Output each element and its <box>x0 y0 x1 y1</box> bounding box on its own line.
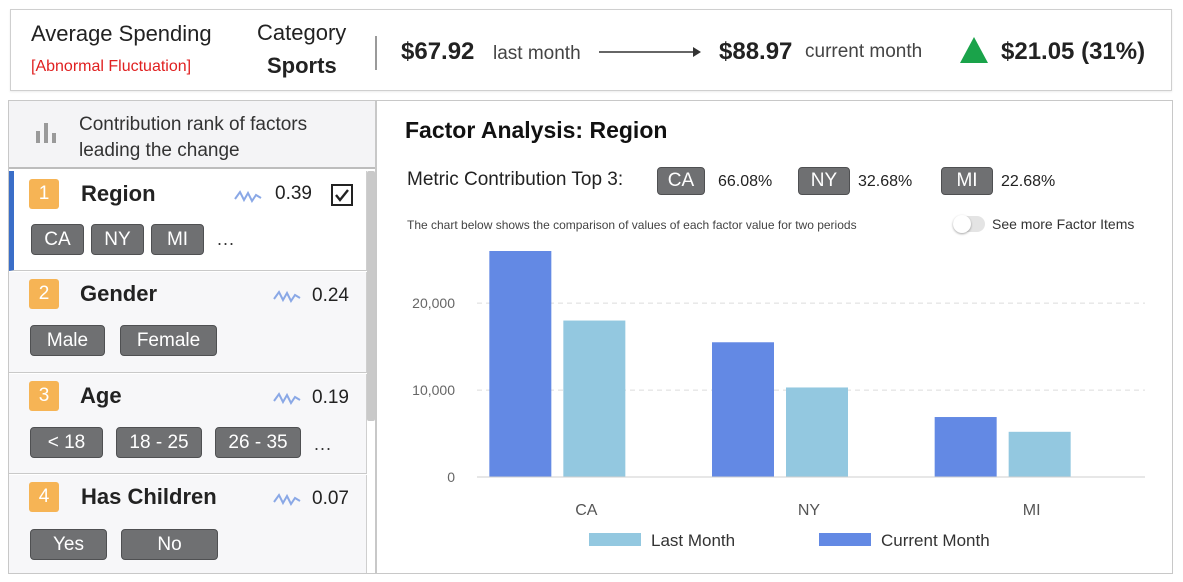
factor-item-age[interactable]: 3 Age 0.19 < 18 18 - 25 26 - 35 ... <box>9 374 367 474</box>
contribution-label: Metric Contribution Top 3: <box>407 169 624 190</box>
bar-ny-last-month <box>786 387 848 477</box>
panel-scrollbar[interactable] <box>367 171 375 421</box>
factor-score: 0.19 <box>312 387 349 408</box>
legend-swatch <box>589 533 641 546</box>
chart-note: The chart below shows the comparison of … <box>407 218 857 232</box>
factor-chip[interactable]: MI <box>151 224 204 255</box>
factor-analysis-panel: Factor Analysis: Region Metric Contribut… <box>376 100 1173 574</box>
factor-item-gender[interactable]: 2 Gender 0.24 Male Female <box>9 272 367 373</box>
rank-badge: 3 <box>29 381 59 411</box>
factor-item-has-children[interactable]: 4 Has Children 0.07 Yes No <box>9 475 367 573</box>
analysis-title: Factor Analysis: Region <box>405 117 668 143</box>
legend-swatch <box>819 533 871 546</box>
factor-score: 0.07 <box>312 488 349 509</box>
factor-chip[interactable]: NY <box>91 224 144 255</box>
factor-rank-panel: Contribution rank of factors leading the… <box>8 100 376 574</box>
bar-ny-current-month <box>712 342 774 477</box>
category-label: Category <box>257 20 347 45</box>
factor-rank-header: Contribution rank of factors leading the… <box>9 101 375 169</box>
contribution-tag[interactable]: NY <box>798 167 850 195</box>
factor-item-region[interactable]: 1 Region 0.39 CA NY MI ... <box>9 171 367 271</box>
factor-name: Age <box>80 383 122 408</box>
y-tick-label: 10,000 <box>412 382 455 398</box>
last-month-label: last month <box>493 43 581 64</box>
contribution-pct: 32.68% <box>858 173 913 190</box>
factor-chip[interactable]: < 18 <box>30 427 103 458</box>
legend-label: Current Month <box>881 531 990 550</box>
trend-wave-icon <box>273 392 301 405</box>
factor-chip[interactable]: Female <box>120 325 217 356</box>
change-delta: $21.05 (31%) <box>1001 38 1146 65</box>
contribution-pct: 66.08% <box>718 173 773 190</box>
contribution-tag[interactable]: MI <box>941 167 993 195</box>
factor-score: 0.24 <box>312 285 349 306</box>
category-value: Sports <box>267 53 337 78</box>
more-chips[interactable]: ... <box>217 229 236 249</box>
contribution-pct: 22.68% <box>1001 173 1056 190</box>
bar-mi-last-month <box>1008 431 1071 477</box>
trend-wave-icon <box>273 290 301 303</box>
bar-ca-current-month <box>489 251 552 477</box>
rank-badge: 4 <box>29 482 59 512</box>
current-month-label: current month <box>805 41 923 62</box>
last-month-value: $67.92 <box>401 38 475 65</box>
region-comparison-chart: 0 10,000 20,000 CA NY MI Last Month Current Mo… <box>412 251 1145 550</box>
abnormal-flag: [Abnormal Fluctuation] <box>31 58 192 75</box>
factor-name: Gender <box>80 281 158 306</box>
y-tick-label: 20,000 <box>412 295 455 311</box>
bar-mi-current-month <box>934 417 997 477</box>
x-tick-label: MI <box>1023 502 1041 519</box>
factor-rank-title: Contribution rank of factors leading the… <box>79 114 308 161</box>
arrow-right-icon <box>599 47 701 57</box>
current-month-value: $88.97 <box>719 38 793 65</box>
rank-badge: 1 <box>29 179 59 209</box>
legend-label: Last Month <box>651 531 735 550</box>
factor-score: 0.39 <box>275 183 312 204</box>
divider <box>375 36 377 70</box>
metric-name: Average Spending <box>31 21 212 46</box>
factor-chip[interactable]: CA <box>31 224 84 255</box>
trend-wave-icon <box>273 493 301 506</box>
factor-chip[interactable]: No <box>121 529 218 560</box>
contribution-tag[interactable]: CA <box>657 167 705 195</box>
see-more-toggle[interactable] <box>953 215 985 233</box>
factor-name: Has Children <box>81 484 217 509</box>
x-tick-label: NY <box>798 502 821 519</box>
toggle-knob <box>953 215 971 233</box>
more-chips[interactable]: ... <box>314 434 333 454</box>
summary-bar: Average Spending [Abnormal Fluctuation] … <box>10 9 1172 91</box>
factor-chip[interactable]: 26 - 35 <box>215 427 301 458</box>
triangle-up-icon <box>960 37 988 63</box>
trend-wave-icon <box>234 190 262 203</box>
bar-ca-last-month <box>563 320 626 477</box>
see-more-label: See more Factor Items <box>992 216 1135 232</box>
factor-name: Region <box>81 181 156 206</box>
rank-badge: 2 <box>29 279 59 309</box>
x-tick-label: CA <box>575 502 598 519</box>
y-tick-label: 0 <box>447 469 455 485</box>
factor-chip[interactable]: Yes <box>30 529 107 560</box>
factor-chip[interactable]: Male <box>30 325 105 356</box>
factor-chip[interactable]: 18 - 25 <box>116 427 202 458</box>
checkbox-checked-icon[interactable] <box>330 183 354 207</box>
bar-chart-icon <box>36 123 56 143</box>
